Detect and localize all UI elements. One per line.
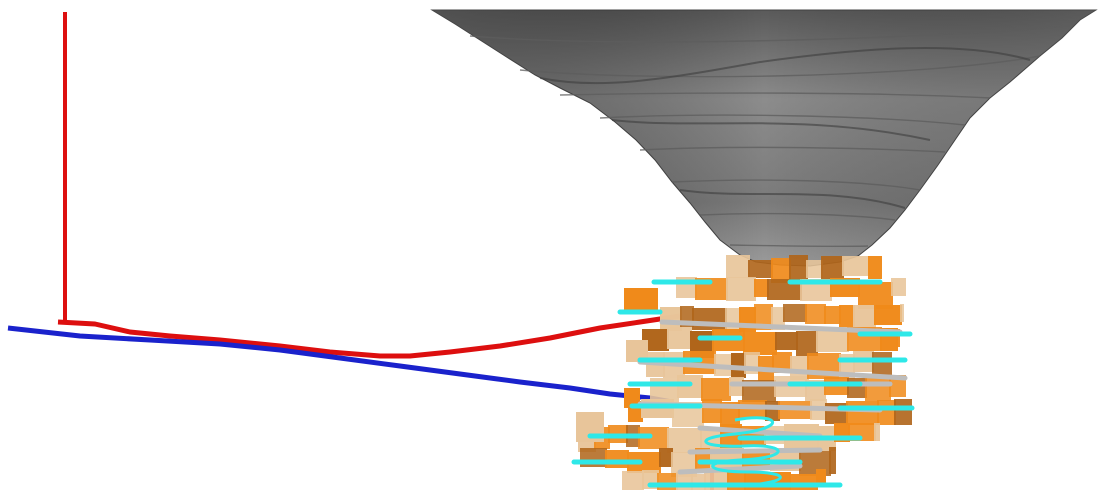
orebody-block bbox=[775, 332, 798, 350]
orebody-block bbox=[771, 258, 791, 283]
orebody-block bbox=[726, 277, 756, 301]
level-drives bbox=[571, 279, 915, 488]
orebody-block bbox=[839, 305, 855, 327]
orebody-block bbox=[691, 474, 706, 490]
orebody-block bbox=[743, 332, 777, 355]
orebody-block bbox=[748, 260, 773, 278]
orebody-block bbox=[701, 378, 731, 401]
orebody-block bbox=[659, 448, 673, 467]
drillholes bbox=[7, 12, 714, 490]
orebody-block bbox=[605, 450, 629, 468]
orebody-block bbox=[638, 427, 669, 449]
pit-shell-shade bbox=[432, 10, 1096, 266]
orebody-block bbox=[824, 306, 841, 324]
orebody-block bbox=[700, 427, 722, 454]
orebody-block bbox=[891, 278, 906, 296]
orebody-block bbox=[667, 327, 692, 349]
orebody-block bbox=[858, 282, 893, 309]
orebody-block bbox=[796, 331, 818, 356]
orebody-block bbox=[846, 401, 879, 425]
orebody-block bbox=[622, 471, 644, 490]
orebody-block bbox=[853, 305, 876, 330]
orebody-block bbox=[829, 447, 836, 474]
orebody-block bbox=[642, 329, 669, 351]
orebody-block bbox=[702, 399, 722, 423]
drillhole-blue bbox=[7, 325, 673, 405]
orebody-block bbox=[627, 452, 661, 473]
orebody-blocks bbox=[576, 255, 912, 490]
orebody-block bbox=[900, 304, 904, 322]
orebody-block bbox=[821, 256, 844, 283]
orebody-block bbox=[842, 256, 870, 276]
orebody-block bbox=[894, 399, 912, 425]
pit-benches bbox=[469, 25, 1071, 248]
orebody-block bbox=[789, 474, 818, 490]
orebody-block bbox=[806, 260, 823, 278]
orebody-block bbox=[874, 423, 880, 441]
orebody-block bbox=[816, 469, 826, 487]
orebody-block bbox=[896, 329, 900, 347]
pit-shell bbox=[430, 9, 1098, 267]
orebody-block bbox=[789, 255, 808, 279]
orebody-block bbox=[889, 375, 906, 397]
underground-development bbox=[571, 279, 915, 488]
orebody-block bbox=[872, 352, 892, 377]
drillhole-red bbox=[57, 313, 681, 359]
orebody-block bbox=[624, 388, 640, 408]
pit-ramp bbox=[539, 47, 1031, 209]
orebody-block bbox=[772, 352, 792, 373]
orebody-block bbox=[754, 279, 769, 297]
orebody-block bbox=[874, 305, 902, 325]
orebody-block bbox=[726, 255, 750, 278]
orebody-block bbox=[868, 256, 882, 279]
orebody-block bbox=[805, 304, 826, 324]
orebody-block bbox=[799, 451, 831, 476]
orebody-block bbox=[626, 340, 648, 362]
spiral-ramp bbox=[704, 416, 782, 488]
orebody-block bbox=[754, 304, 773, 330]
orebody-block bbox=[865, 377, 891, 401]
orebody-block bbox=[847, 378, 867, 398]
orebody-block bbox=[783, 304, 807, 322]
orebody-block bbox=[877, 400, 896, 425]
